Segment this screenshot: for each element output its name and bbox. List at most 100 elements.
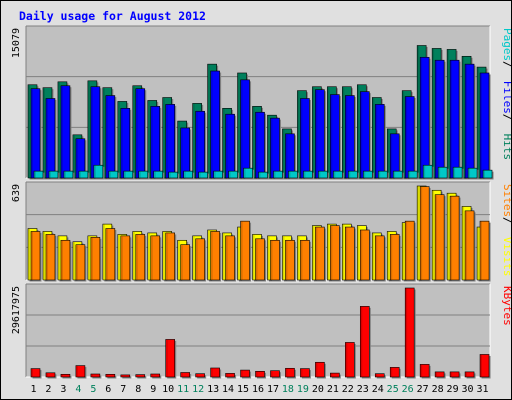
bar-edge — [181, 245, 183, 280]
bar-edge — [453, 167, 456, 178]
bar-edge — [223, 233, 225, 280]
bar-sites-day-25 — [389, 234, 401, 282]
bar-edge — [285, 240, 288, 280]
bar-pages-day-18 — [288, 170, 299, 180]
bar-edge — [238, 73, 240, 178]
bar-edge — [408, 171, 411, 178]
bar — [359, 229, 370, 281]
bar-edge — [327, 87, 330, 178]
y-max-label: 15079 — [11, 28, 22, 58]
bar-edge — [226, 373, 228, 377]
x-tick-label-day-21: 21 — [327, 384, 339, 395]
bar-edge — [450, 196, 453, 280]
bar — [270, 370, 280, 378]
x-tick-label-day-14: 14 — [222, 384, 234, 395]
bar-files-day-9 — [150, 106, 162, 180]
bar — [288, 170, 298, 179]
bar-edge — [148, 100, 150, 178]
bar — [180, 372, 190, 378]
bar-sites-day-6 — [105, 228, 117, 282]
bar-pages-day-25 — [392, 170, 404, 180]
bar-kbytes-day-8 — [135, 374, 147, 379]
bar — [105, 228, 116, 281]
bar-files-day-17 — [270, 117, 281, 180]
bar-edge — [462, 206, 465, 280]
bar-pages-day-2 — [48, 170, 60, 180]
bar-edge — [360, 306, 363, 377]
x-tick-label-day-23: 23 — [357, 384, 369, 395]
bar — [150, 235, 161, 281]
legend-item-sites: Sites — [501, 184, 511, 217]
bar-edge — [435, 60, 438, 178]
bar-kbytes-day-10 — [165, 339, 177, 379]
bar-edge — [76, 245, 78, 280]
bar-kbytes-day-31 — [479, 354, 491, 379]
bar-pages-day-15 — [243, 167, 255, 180]
bar-files-day-16 — [255, 111, 267, 180]
bar-files-day-10 — [165, 104, 177, 180]
bar-edge — [465, 372, 468, 377]
x-tick-label-day-26: 26 — [402, 384, 414, 395]
bar — [467, 167, 478, 179]
bar-files-day-1 — [30, 88, 42, 180]
bar-kbytes-day-5 — [90, 373, 102, 379]
bar-files-day-21 — [330, 94, 341, 180]
bar-edge — [133, 86, 135, 178]
bar — [225, 373, 235, 378]
legend-item-pages: Pages — [501, 28, 511, 61]
bar-kbytes-day-22 — [345, 342, 356, 379]
bar-files-day-3 — [60, 85, 72, 180]
bar-edge — [73, 242, 75, 280]
bar-edge — [345, 342, 348, 377]
bar-pages-day-4 — [78, 170, 90, 180]
bar-edge — [402, 91, 405, 178]
x-tick-label-day-19: 19 — [297, 384, 309, 395]
bar — [255, 370, 265, 378]
bar-edge — [106, 229, 108, 280]
bar — [78, 170, 89, 179]
bar-edge — [477, 67, 480, 178]
bar — [30, 368, 41, 378]
bar — [345, 342, 355, 378]
bar-edge — [181, 372, 183, 377]
bar — [434, 194, 445, 281]
x-tick-label-day-15: 15 — [237, 384, 249, 395]
bar-files-day-6 — [105, 95, 117, 180]
bar-edge — [345, 96, 348, 178]
bar-edge — [315, 362, 318, 377]
bar-edge — [163, 98, 165, 178]
bar-edge — [256, 112, 258, 178]
bar-kbytes-day-1 — [30, 368, 42, 379]
bar-sites-day-19 — [300, 239, 311, 282]
bar-edge — [285, 134, 288, 178]
bar-pages-day-31 — [482, 169, 494, 180]
x-tick-label-day-9: 9 — [150, 384, 156, 395]
bar-edge — [79, 171, 81, 178]
bar-kbytes-day-7 — [120, 374, 132, 379]
bar-edge — [375, 104, 378, 178]
bar-edge — [387, 129, 390, 178]
bar-files-day-23 — [359, 91, 371, 180]
bar-pages-day-11 — [183, 170, 195, 180]
bar — [240, 220, 250, 281]
bar-edge — [390, 134, 393, 178]
bar — [449, 371, 460, 378]
bar-edge — [121, 375, 123, 377]
bar — [198, 171, 208, 179]
bar-edge — [420, 187, 423, 280]
bar-sites-day-27 — [419, 186, 431, 282]
bar-sites-day-5 — [90, 237, 102, 282]
x-tick-label-day-6: 6 — [105, 384, 111, 395]
panel-visits-sites: 639 Sites / Visits — [11, 181, 511, 282]
bar — [60, 239, 71, 281]
bar-sites-day-10 — [165, 232, 177, 282]
bar-pages-day-10 — [168, 171, 180, 180]
bar-edge — [480, 221, 483, 280]
bar — [315, 361, 325, 378]
bar-sites-day-29 — [449, 195, 461, 282]
bar-edge — [405, 97, 408, 178]
bar — [258, 171, 268, 179]
bar-edge — [348, 171, 351, 178]
bar — [404, 220, 415, 281]
bar-edge — [432, 190, 435, 280]
